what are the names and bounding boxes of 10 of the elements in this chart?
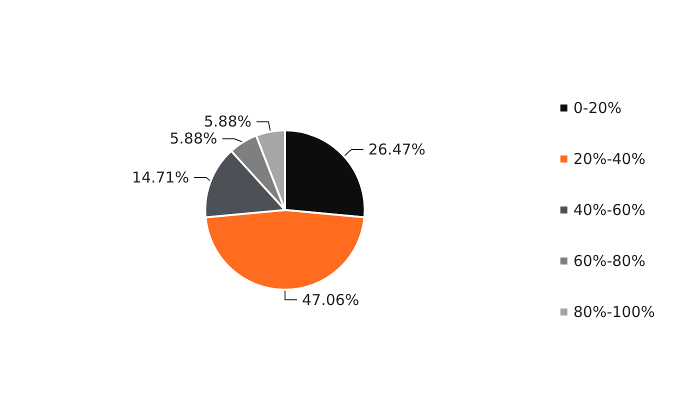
legend-label: 20%-40% [573,150,646,168]
legend-label: 0-20% [573,99,622,117]
data-label: 47.06% [302,290,360,309]
data-label: 5.88% [170,130,218,148]
legend-label: 80%-100% [573,303,656,321]
data-label: 26.47% [368,140,426,158]
legend-label: 60%-80% [573,252,646,270]
data-label: 5.88% [204,112,252,131]
legend-label: 40%-60% [573,201,646,219]
data-label: 14.71% [132,168,190,187]
